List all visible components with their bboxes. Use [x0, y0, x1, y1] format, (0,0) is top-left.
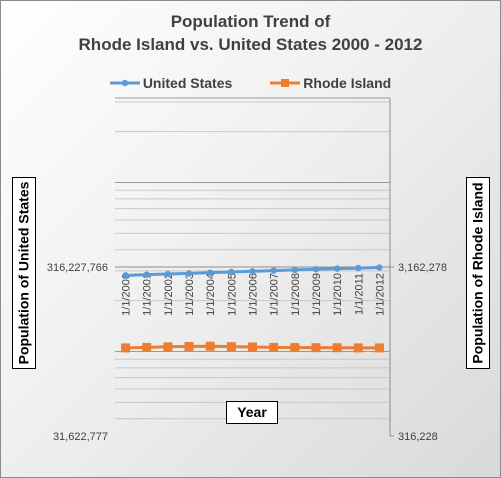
legend-swatch-rhode-island: [270, 79, 301, 87]
data-point-united-states-0: [122, 272, 129, 279]
data-point-united-states-6: [249, 268, 256, 275]
data-point-united-states-7: [270, 267, 277, 274]
legend-swatch-united-states: [109, 79, 140, 87]
chart-legend: United States Rhode Island: [0, 75, 501, 91]
data-point-rhode-island-1: [142, 342, 152, 352]
data-point-united-states-11: [355, 264, 362, 272]
data-point-rhode-island-5: [226, 342, 236, 352]
data-point-rhode-island-10: [332, 343, 342, 353]
legend-item-united-states: United States: [109, 75, 233, 91]
data-point-united-states-9: [312, 266, 320, 273]
y-left-tick-label-0: 316,227,766: [47, 262, 108, 274]
x-tick-label-9: 1/1/2009: [311, 273, 323, 316]
data-point-rhode-island-7: [269, 342, 279, 352]
data-point-united-states-10: [333, 265, 341, 272]
data-point-united-states-1: [143, 271, 150, 278]
y-right-tick-label-0: 3,162,278: [398, 262, 447, 274]
x-tick-label-6: 1/1/2006: [248, 273, 260, 316]
x-axis-title: Year: [226, 401, 278, 424]
data-point-rhode-island-11: [353, 343, 363, 353]
data-point-rhode-island-9: [311, 343, 321, 353]
y-axis-right-title-text: Population of Rhode Island: [469, 182, 486, 364]
y-axis-right-title: Population of Rhode Island: [466, 177, 490, 369]
data-point-rhode-island-6: [248, 342, 257, 352]
chart-title-line-1: Population Trend of: [170, 12, 331, 31]
y-axis-left-title: Population of United States: [12, 177, 36, 369]
y-axis-left-title-text: Population of United States: [15, 181, 32, 365]
data-point-rhode-island-4: [205, 341, 215, 351]
chart-title-line-2: Rhode Island vs. United States 2000 - 20…: [78, 35, 423, 54]
x-tick-label-0: 1/1/2000: [121, 273, 133, 316]
data-point-united-states-3: [185, 270, 193, 277]
legend-item-rhode-island: Rhode Island: [270, 75, 391, 91]
data-point-rhode-island-0: [121, 343, 131, 353]
x-tick-label-2: 1/1/2002: [163, 273, 175, 316]
data-point-rhode-island-3: [184, 341, 194, 351]
x-tick-label-12: 1/1/2012: [374, 273, 386, 316]
y-right-tick-label-1: 316,228: [398, 431, 438, 443]
gridlines: [115, 97, 390, 420]
series-layer: [121, 264, 384, 353]
x-tick-label-11: 1/1/2011: [353, 273, 365, 315]
legend-label-rhode-island: Rhode Island: [303, 75, 392, 91]
x-tick-label-1: 1/1/2001: [142, 273, 154, 316]
legend-label-united-states: United States: [142, 75, 233, 91]
x-tick-label-3: 1/1/2003: [184, 273, 196, 316]
data-point-rhode-island-2: [163, 342, 173, 352]
data-point-rhode-island-8: [290, 343, 300, 353]
x-tick-label-10: 1/1/2010: [332, 273, 344, 316]
data-point-united-states-4: [206, 269, 214, 276]
data-point-united-states-8: [291, 266, 299, 274]
x-tick-label-4: 1/1/2004: [205, 273, 217, 316]
y-left-tick-label-1: 31,622,777: [53, 431, 108, 443]
data-point-united-states-12: [376, 264, 383, 271]
tick-labels: 316,227,766 31,622,777 3,162,278 316,228 1/1…: [47, 262, 447, 443]
data-point-rhode-island-12: [374, 343, 384, 353]
data-point-united-states-5: [228, 268, 235, 276]
x-tick-label-8: 1/1/2008: [290, 273, 302, 316]
x-tick-label-7: 1/1/2007: [269, 273, 281, 316]
data-point-united-states-2: [164, 270, 172, 278]
x-tick-label-5: 1/1/2005: [226, 273, 238, 316]
